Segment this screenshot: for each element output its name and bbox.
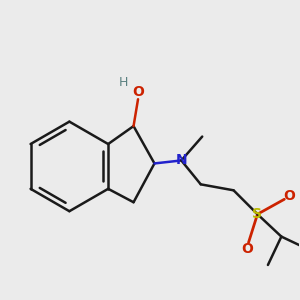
Text: S: S	[253, 207, 262, 221]
Text: H: H	[119, 76, 128, 89]
Text: O: O	[132, 85, 144, 99]
Text: O: O	[283, 189, 295, 203]
Text: O: O	[241, 242, 253, 256]
Text: N: N	[176, 154, 187, 167]
